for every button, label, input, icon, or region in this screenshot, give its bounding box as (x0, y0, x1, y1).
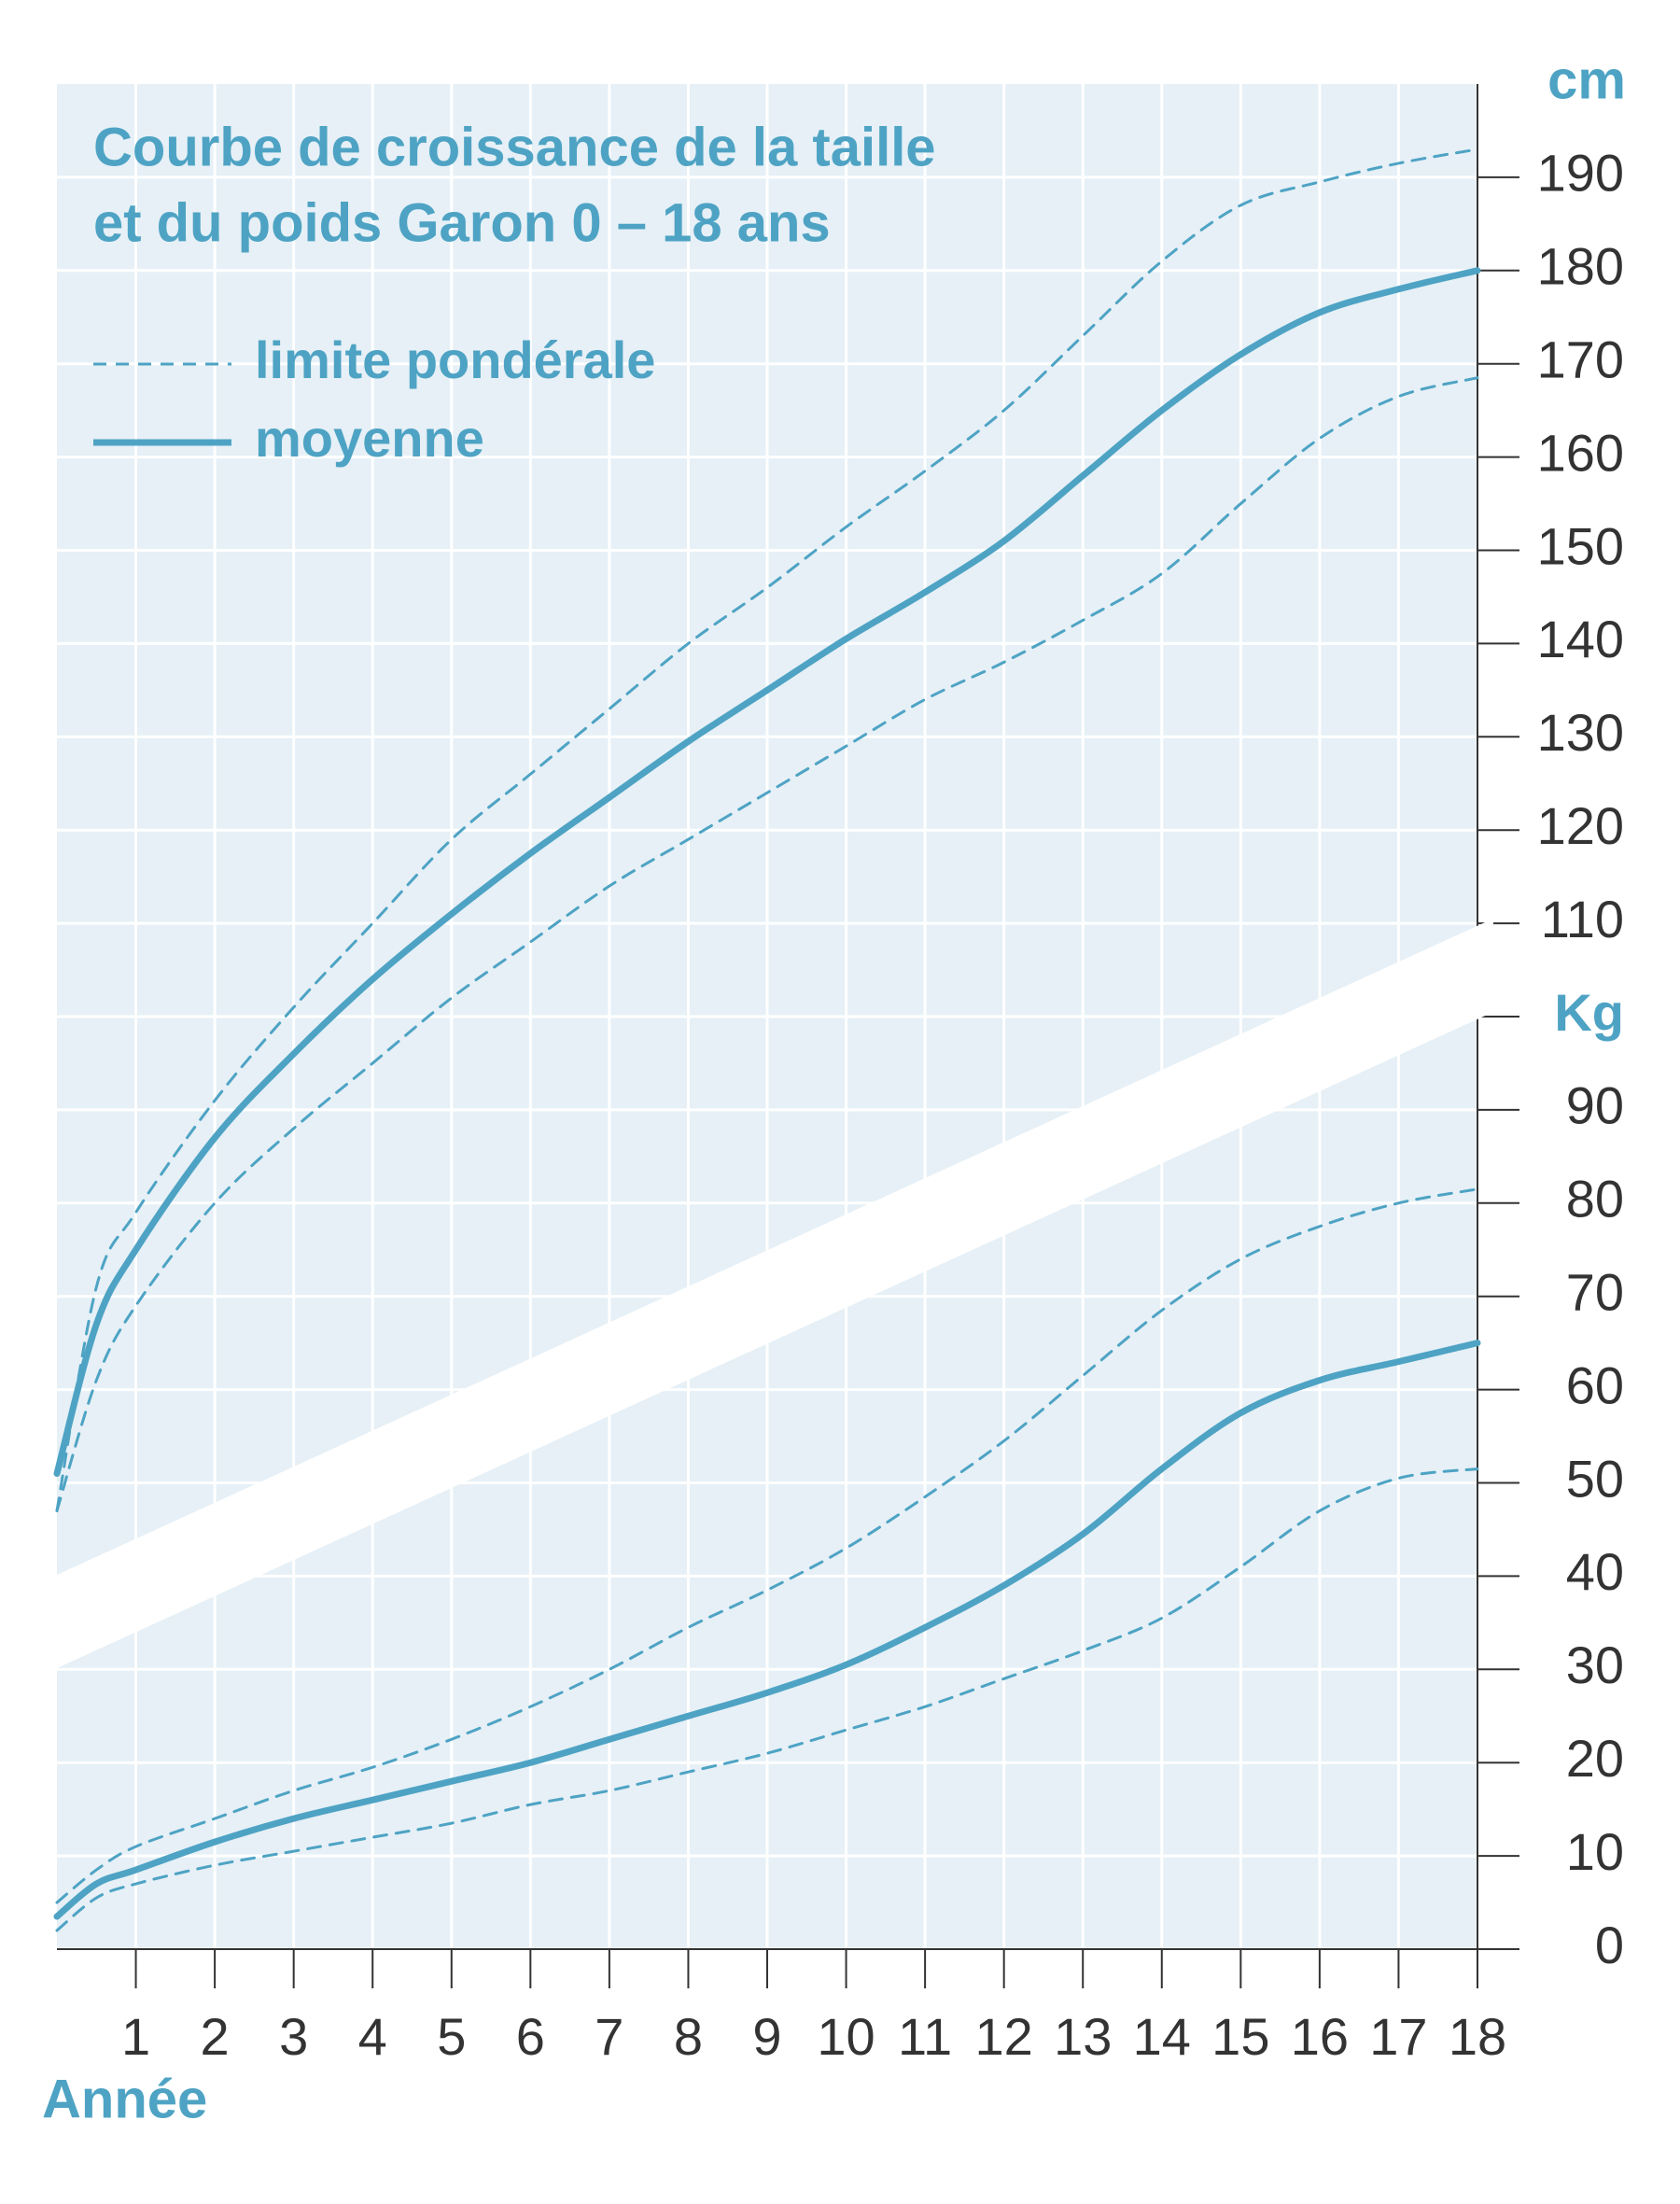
y-tick-label: 10 (1566, 1822, 1624, 1881)
x-tick-label: 16 (1291, 2007, 1349, 2066)
x-tick-label: 18 (1449, 2007, 1506, 2066)
x-tick-label: 6 (516, 2007, 545, 2066)
y-tick-label: 110 (1541, 890, 1624, 948)
y-tick-label: 90 (1566, 1076, 1624, 1135)
chart-title: Courbe de croissance de la taille (93, 117, 936, 177)
y2-axis-label: cm (1547, 49, 1626, 110)
y-tick-label: 30 (1566, 1635, 1624, 1694)
mean-line (53, 267, 1481, 1478)
x-tick-label: 7 (595, 2007, 623, 2066)
y-tick-label: 0 (1595, 1916, 1624, 1974)
y-tick-label: 40 (1566, 1542, 1624, 1601)
x-tick-label: 8 (674, 2007, 703, 2066)
y-tick-label: 190 (1537, 144, 1624, 203)
legend-label: limite pondérale (255, 330, 655, 389)
x-tick-label: 11 (898, 2007, 952, 2066)
x-tick-label: 5 (437, 2007, 466, 2066)
y-tick-label: 120 (1537, 796, 1624, 855)
x-tick-label: 10 (817, 2007, 875, 2066)
x-tick-label: 4 (358, 2007, 387, 2066)
limit-line (55, 376, 1479, 1512)
x-tick-label: 13 (1054, 2007, 1112, 2066)
limit-line (55, 1467, 1479, 1932)
y-tick-label: 130 (1537, 703, 1624, 762)
x-tick-label: 12 (975, 2007, 1033, 2066)
y-tick-label: 80 (1566, 1170, 1624, 1228)
y-tick-label: 150 (1537, 516, 1624, 575)
y-tick-label: 180 (1537, 237, 1624, 296)
y-tick-label: 70 (1566, 1262, 1624, 1321)
limit-line (55, 1187, 1479, 1904)
x-tick-label: 1 (121, 2007, 150, 2066)
x-tick-label: 14 (1133, 2007, 1191, 2066)
y-tick-label: 20 (1566, 1729, 1624, 1788)
y-tick-label: 170 (1537, 330, 1624, 388)
chart-title: et du poids Garon 0 – 18 ans (93, 192, 831, 253)
x-axis-label: Année (42, 2069, 207, 2129)
y-tick-label: 60 (1566, 1355, 1624, 1414)
y-tick-label: 140 (1537, 610, 1624, 668)
axis-break-band (57, 919, 1493, 1668)
legend-label: moyenne (255, 409, 484, 468)
x-tick-label: 9 (752, 2007, 781, 2066)
mean-line (53, 1340, 1481, 1920)
y-tick-label: 160 (1537, 423, 1624, 482)
limit-line (55, 147, 1479, 1512)
x-tick-label: 15 (1211, 2007, 1269, 2066)
x-tick-label: 3 (279, 2007, 308, 2066)
x-tick-label: 2 (201, 2007, 230, 2066)
y-tick-label: Kg (1554, 983, 1624, 1042)
x-tick-label: 17 (1369, 2007, 1427, 2066)
y-tick-label: 50 (1566, 1449, 1624, 1508)
